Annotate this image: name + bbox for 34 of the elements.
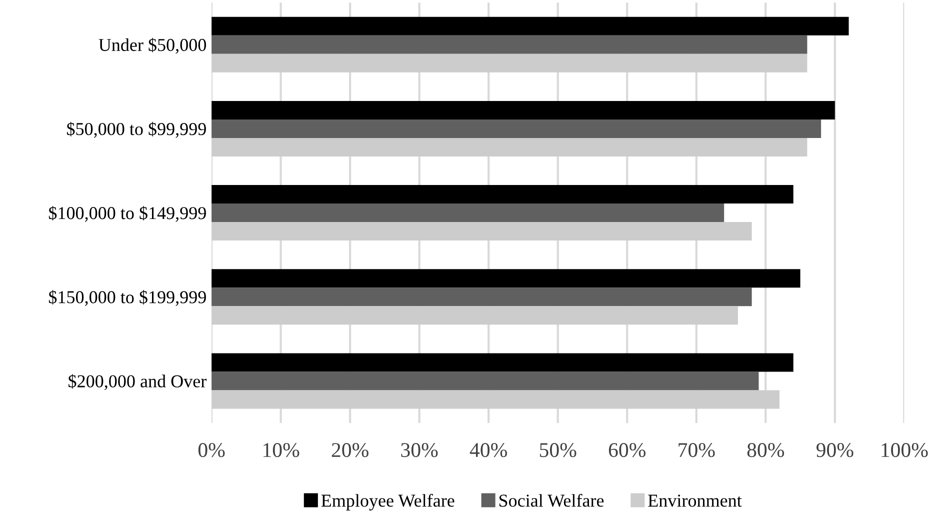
legend-label: Employee Welfare (321, 494, 454, 510)
x-tick-label: 100% (882, 443, 928, 458)
x-tick-label: 20% (332, 443, 368, 458)
y-tick-label: $150,000 to $199,999 (48, 290, 206, 306)
legend-label: Social Welfare (499, 494, 604, 507)
bar (212, 390, 780, 409)
bar (212, 119, 822, 138)
bar (212, 372, 759, 390)
y-tick-label: $200,000 and Over (68, 374, 207, 390)
bar (212, 185, 794, 204)
x-tick-label: 60% (608, 443, 646, 458)
x-tick-label: 30% (401, 443, 438, 458)
x-tick-label: 10% (264, 443, 300, 458)
bar (212, 138, 808, 156)
x-tick-label: 90% (816, 443, 854, 458)
x-tick-label: 50% (540, 443, 576, 458)
bar (212, 16, 849, 36)
x-tick-label: 80% (747, 443, 784, 458)
y-tick-label: $50,000 to $99,999 (67, 122, 206, 138)
bar (212, 269, 800, 288)
bar (212, 54, 808, 72)
bar (212, 306, 738, 325)
x-tick-label: 70% (678, 443, 715, 458)
bar (212, 222, 752, 241)
legend-label: Environment (648, 494, 742, 507)
x-tick-label: 40% (470, 443, 507, 458)
y-tick-label: $100,000 to $149,999 (48, 206, 206, 222)
bar (212, 100, 835, 120)
bar (212, 35, 808, 54)
bar (212, 204, 724, 222)
y-tick-label: Under $50,000 (98, 38, 206, 54)
x-tick-label: 0% (198, 443, 225, 458)
bar (212, 353, 794, 372)
bar (212, 288, 752, 306)
